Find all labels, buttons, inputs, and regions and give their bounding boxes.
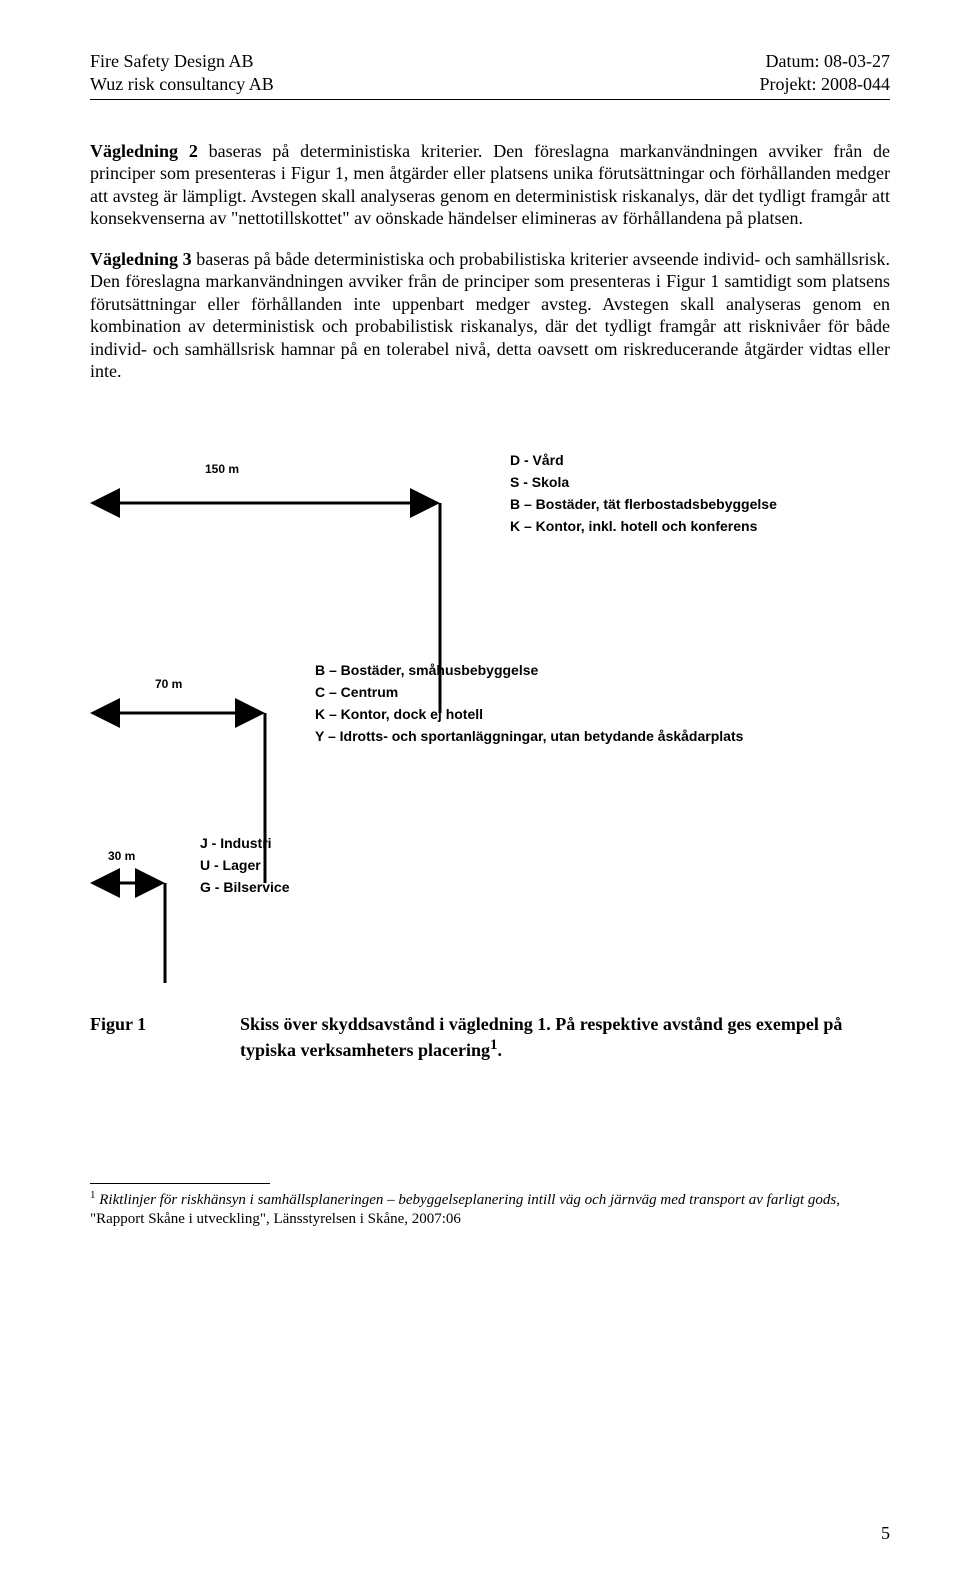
- para2-lead: Vägledning 3: [90, 249, 192, 269]
- svg-text:J - Industri: J - Industri: [200, 835, 272, 851]
- header-right-1: Datum: 08-03-27: [766, 50, 890, 73]
- svg-text:D - Vård: D - Vård: [510, 452, 564, 468]
- svg-text:K – Kontor, inkl. hotell och k: K – Kontor, inkl. hotell och konferens: [510, 518, 758, 534]
- figure-svg: 150 m D - Vård S - Skola B – Bostäder, tät …: [90, 423, 890, 983]
- paragraph-2: Vägledning 3 baseras på både determinist…: [90, 248, 890, 383]
- footnote-italic: Riktlinjer för riskhänsyn i samhällsplan…: [96, 1192, 837, 1208]
- footnote: 1 Riktlinjer för riskhänsyn i samhällspl…: [90, 1188, 890, 1230]
- header-right-2: Projekt: 2008-044: [760, 73, 891, 96]
- para1-lead: Vägledning 2: [90, 141, 198, 161]
- figure-caption-text: Skiss över skyddsavstånd i vägledning 1.…: [240, 1013, 890, 1063]
- header-left-2: Wuz risk consultancy AB: [90, 73, 274, 96]
- svg-text:B – Bostäder, tät flerbostadsb: B – Bostäder, tät flerbostadsbebyggelse: [510, 496, 777, 512]
- figure-label: Figur 1: [90, 1013, 240, 1063]
- svg-text:Y – Idrotts- och sportanläggni: Y – Idrotts- och sportanläggningar, utan…: [315, 728, 744, 744]
- figure-caption: Figur 1 Skiss över skyddsavstånd i vägle…: [90, 1013, 890, 1063]
- svg-text:C – Centrum: C – Centrum: [315, 684, 398, 700]
- svg-text:B – Bostäder, småhusbebyggelse: B – Bostäder, småhusbebyggelse: [315, 662, 539, 678]
- svg-text:K – Kontor, dock ej hotell: K – Kontor, dock ej hotell: [315, 706, 483, 722]
- header-rule: [90, 99, 890, 100]
- svg-text:S - Skola: S - Skola: [510, 474, 569, 490]
- svg-text:30 m: 30 m: [108, 849, 135, 863]
- header-left-1: Fire Safety Design AB: [90, 50, 254, 73]
- svg-text:70 m: 70 m: [155, 677, 182, 691]
- figcaption-body: Skiss över skyddsavstånd i vägledning 1.…: [240, 1014, 842, 1060]
- figure-1: 150 m D - Vård S - Skola B – Bostäder, tät …: [90, 423, 890, 983]
- footnote-rule: [90, 1183, 270, 1184]
- svg-text:150 m: 150 m: [205, 462, 239, 476]
- svg-text:U - Lager: U - Lager: [200, 857, 261, 873]
- page-number: 5: [881, 1523, 890, 1544]
- svg-text:G - Bilservice: G - Bilservice: [200, 879, 290, 895]
- header-row-2: Wuz risk consultancy AB Projekt: 2008-04…: [90, 73, 890, 96]
- para1-body: baseras på deterministiska kriterier. De…: [90, 141, 890, 229]
- paragraph-1: Vägledning 2 baseras på deterministiska …: [90, 140, 890, 230]
- page: Fire Safety Design AB Datum: 08-03-27 Wu…: [0, 0, 960, 1574]
- header-row-1: Fire Safety Design AB Datum: 08-03-27: [90, 50, 890, 73]
- figcaption-period: .: [497, 1040, 502, 1060]
- para2-body: baseras på både deterministiska och prob…: [90, 249, 890, 382]
